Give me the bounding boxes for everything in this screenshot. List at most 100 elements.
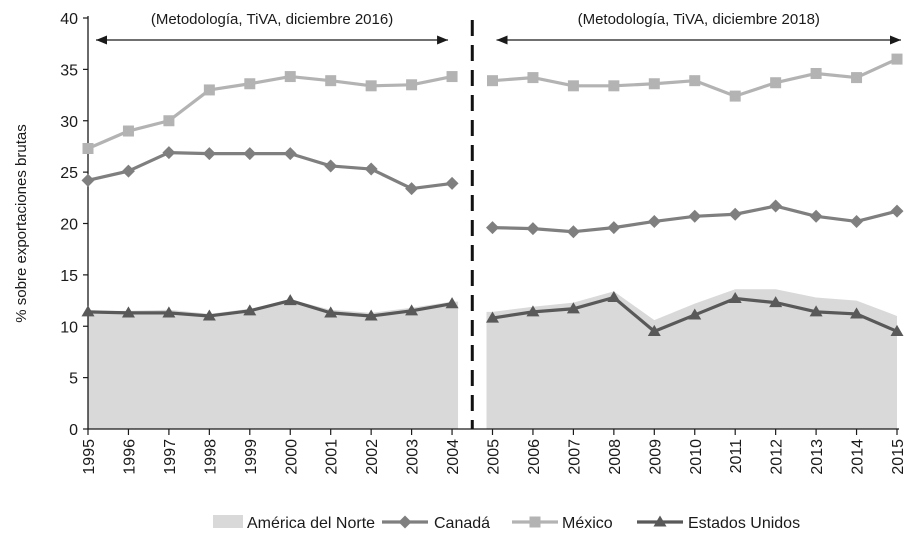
america-del-norte-area-layer: [88, 289, 897, 429]
mexico-point: [527, 72, 539, 84]
x-tick-label: 2006: [526, 439, 543, 475]
canada-point: [890, 204, 904, 218]
estados-unidos-point: [769, 296, 783, 308]
arrowhead-left-icon: [496, 35, 508, 45]
x-tick-label: 2008: [607, 439, 624, 475]
estados-unidos-point: [405, 304, 419, 316]
x-tick-label: 2014: [850, 439, 867, 475]
estados-unidos-point: [202, 309, 216, 321]
mexico-point: [325, 75, 337, 87]
estados-unidos-point: [728, 292, 742, 304]
estados-unidos-point: [162, 306, 176, 318]
x-tick-label: 1999: [243, 439, 260, 475]
x-tick-label: 2013: [809, 439, 826, 475]
y-tick-label: 5: [69, 371, 78, 388]
estados-unidos-point: [890, 324, 904, 336]
canada-line-segment-1: [87, 151, 453, 191]
mexico-point: [487, 75, 498, 87]
x-tick-label: 2001: [324, 439, 341, 475]
legend-label-america-del-norte: América del Norte: [247, 515, 375, 532]
y-tick-label: 15: [60, 268, 78, 285]
legend-marker-canada: [398, 515, 412, 529]
mexico-point: [244, 78, 256, 90]
estados-unidos-point: [526, 305, 540, 317]
x-tick-label: 2010: [688, 439, 705, 475]
mexico-point: [406, 79, 418, 91]
x-tick-label: 1997: [162, 439, 179, 475]
y-tick-label: 30: [60, 114, 78, 131]
legend-marker-estados-unidos: [653, 515, 667, 527]
mexico-point: [648, 78, 660, 90]
canada-point: [364, 162, 378, 176]
methodology-annotation-2: (Metodología, TiVA, diciembre 2018): [578, 11, 820, 28]
mexico-point: [608, 80, 620, 92]
legend-swatch-america-del-norte: [213, 515, 243, 528]
x-tick-label: 1996: [121, 439, 138, 475]
y-axis-title: % sobre exportaciones brutas: [13, 124, 30, 322]
mexico-point: [203, 84, 215, 96]
estados-unidos-point: [647, 324, 661, 336]
arrowhead-left-icon: [96, 35, 107, 45]
estados-unidos-point: [688, 308, 702, 320]
estados-unidos-point: [243, 304, 257, 316]
canada-point: [81, 173, 95, 187]
x-tick-label: 2005: [486, 439, 503, 475]
canada-point: [202, 147, 216, 161]
estados-unidos-point: [324, 306, 338, 318]
legend: América del Norte Canadá México Estados Uni…: [213, 515, 800, 532]
axes: 0 5 10 15 20 25 30 35 40 1995 1996 1997 1998 1999 2000…: [13, 11, 907, 475]
canada-point: [283, 147, 297, 161]
canada-point: [162, 146, 176, 160]
estados-unidos-line-segment-1: [87, 298, 453, 318]
mexico-line-segment-1: [87, 74, 453, 150]
canada-point: [566, 225, 580, 239]
x-tick-label: 2015: [890, 439, 907, 475]
estados-unidos-point: [850, 307, 864, 319]
legend-label-estados-unidos: Estados Unidos: [688, 515, 800, 532]
area-segment-1: [88, 299, 459, 429]
mexico-point: [446, 71, 458, 83]
y-tick-label: 40: [60, 11, 78, 28]
canada-point: [769, 199, 783, 213]
canada-point: [647, 214, 661, 228]
estados-unidos-point: [121, 306, 135, 318]
mexico-point: [810, 67, 822, 79]
mexico-point: [770, 77, 782, 89]
mexico-point: [851, 72, 863, 84]
canada-point: [607, 221, 621, 235]
x-tick-label: 2000: [283, 439, 300, 475]
estados-unidos-point: [566, 302, 580, 314]
methodology-annotations: (Metodología, TiVA, diciembre 2016) (Meto…: [96, 11, 901, 45]
estados-unidos-point: [607, 290, 621, 303]
estados-unidos-point: [81, 305, 95, 317]
legend-label-mexico: México: [562, 515, 613, 532]
mexico-point: [891, 53, 903, 65]
x-tick-label: 2009: [647, 439, 664, 475]
estados-unidos-point: [445, 297, 459, 309]
y-tick-label: 25: [60, 165, 78, 182]
y-tick-label: 35: [60, 62, 78, 79]
canada-point: [809, 209, 823, 223]
arrowhead-right-icon: [890, 35, 901, 45]
x-tick-label: 2011: [728, 439, 745, 474]
arrowhead-right-icon: [437, 35, 449, 45]
canada-point: [486, 221, 499, 235]
canada-point: [850, 214, 864, 228]
canada-point: [445, 176, 459, 190]
mexico-point: [163, 115, 175, 127]
canada-point: [688, 209, 702, 223]
canada-point: [243, 147, 257, 161]
legend-label-canada: Canadá: [434, 515, 490, 532]
y-tick-label: 10: [60, 319, 78, 336]
y-tick-label: 20: [60, 217, 78, 234]
mexico-point: [567, 80, 579, 92]
estados-unidos-point: [364, 309, 378, 321]
y-tick-label: 0: [69, 422, 78, 439]
methodology-annotation-1: (Metodología, TiVA, diciembre 2016): [151, 11, 393, 28]
area-segment-2: [486, 289, 897, 429]
mexico-point: [689, 75, 701, 87]
estados-unidos-point: [809, 305, 823, 317]
canada-point: [324, 159, 338, 173]
x-tick-label: 2007: [566, 439, 583, 475]
